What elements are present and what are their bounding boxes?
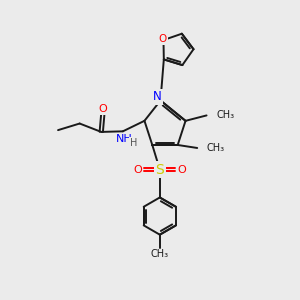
Text: NH: NH: [116, 134, 132, 144]
Text: CH₃: CH₃: [151, 249, 169, 259]
Text: S: S: [155, 163, 164, 177]
Text: H: H: [130, 138, 137, 148]
Text: N: N: [153, 90, 162, 104]
Text: O: O: [159, 34, 167, 44]
Text: CH₃: CH₃: [216, 110, 234, 120]
Text: O: O: [98, 104, 107, 114]
Text: O: O: [133, 165, 142, 175]
Text: O: O: [178, 165, 186, 175]
Text: CH₃: CH₃: [207, 143, 225, 153]
